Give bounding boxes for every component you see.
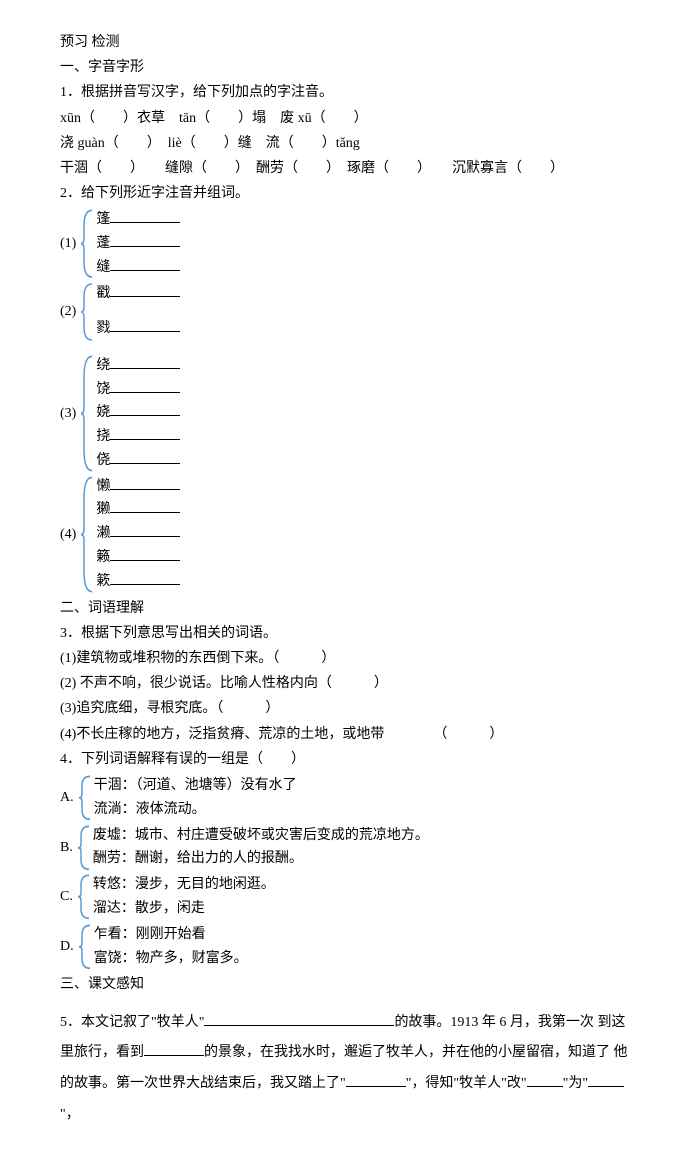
q2-intro: 2．给下列形近字注音并组词。 [60,181,635,206]
char-label: 籁 [96,550,110,565]
char-label: 懒 [96,479,110,494]
bracket-icon [77,873,91,921]
fill-blank[interactable] [110,355,180,369]
char-label: 戮 [96,321,110,336]
group1-items: 篷 蓬 缝 [94,208,182,279]
q4-optD: D. 乍看：刚刚开始看 富饶：物产多，财富多。 [60,923,635,971]
char-label: 饶 [96,382,110,397]
char-label: 濑 [96,526,110,541]
q4D-label: D. [60,923,78,971]
q2-group3: (3) 绕 饶 娆 挠 侥 [60,354,635,473]
fill-blank[interactable] [346,1073,406,1087]
q2-group4: (4) 懒 獭 濑 籁 簌 [60,475,635,594]
option-text: 流淌：液体流动。 [92,798,299,822]
fill-blank[interactable] [110,499,180,513]
q4B-items: 废墟：城市、村庄遭受破坏或灾害后变成的荒凉地方。 酬劳：酬谢，给出力的人的报酬。 [91,824,431,872]
fill-blank[interactable] [110,233,180,247]
option-text: 溜达：散步，闲走 [91,897,277,921]
option-text: 废墟：城市、村庄遭受破坏或灾害后变成的荒凉地方。 [91,824,431,848]
bracket-icon [80,282,94,342]
fill-blank[interactable] [204,1012,394,1026]
q2-group2: (2) 戳 戮 [60,282,635,342]
fill-blank[interactable] [110,426,180,440]
char-label: 娆 [96,405,110,420]
q2-group1: (1) 篷 蓬 缝 [60,208,635,279]
q4C-label: C. [60,873,77,921]
group2-label: (2) [60,282,80,342]
fill-blank[interactable] [110,257,180,271]
q4-optB: B. 废墟：城市、村庄遭受破坏或灾害后变成的荒凉地方。 酬劳：酬谢，给出力的人的… [60,824,635,872]
option-text: 酬劳：酬谢，给出力的人的报酬。 [91,847,431,871]
fill-blank[interactable] [110,547,180,561]
q4C-items: 转悠：漫步，无目的地闲逛。 溜达：散步，闲走 [91,873,277,921]
bracket-icon [77,824,91,872]
page-title: 预习 检测 [60,30,635,55]
q3-1: (1)建筑物或堆积物的东西倒下来。（ ） [60,646,635,671]
q4-optC: C. 转悠：漫步，无目的地闲逛。 溜达：散步，闲走 [60,873,635,921]
section3-heading: 三、课文感知 [60,972,635,997]
q3-4: (4)不长庄稼的地方，泛指贫瘠、荒凉的土地，或地带 （ ） [60,722,635,747]
q1-line3: 干涸（ ） 缝隙（ ） 酬劳（ ） 琢磨（ ） 沉默寡言（ ） [60,156,635,181]
fill-blank[interactable] [588,1073,624,1087]
fill-blank[interactable] [110,318,180,332]
q5-text: 5．本文记叙了"牧羊人" [60,1015,204,1030]
group4-label: (4) [60,475,80,594]
q5-text: ， [66,1107,80,1122]
char-label: 獭 [96,502,110,517]
q1-line1: xūn（ ）衣草 tān（ ）塌 废 xū（ ） [60,106,635,131]
char-label: 缝 [96,260,110,275]
fill-blank[interactable] [110,476,180,490]
q1-line2: 浇 guàn（ ） liè（ ）缝 流（ ）tǎng [60,131,635,156]
q4-intro: 4．下列词语解释有误的一组是（ ） [60,747,635,772]
fill-blank[interactable] [144,1042,204,1056]
q3-3: (3)追究底细，寻根究底。（ ） [60,696,635,721]
fill-blank[interactable] [110,209,180,223]
q4A-label: A. [60,774,78,822]
q4-optA: A. 干涸：（河道、池塘等）没有水了 流淌：液体流动。 [60,774,635,822]
q5-text: 为 [568,1076,582,1091]
q5-text: 的故事。1913 年 6 月，我第一次 [394,1015,594,1030]
group4-items: 懒 獭 濑 籁 簌 [94,475,182,594]
char-label: 侥 [96,453,110,468]
fill-blank[interactable] [110,283,180,297]
fill-blank[interactable] [110,402,180,416]
group1-label: (1) [60,208,80,279]
q5-paragraph: 5．本文记叙了"牧羊人"的故事。1913 年 6 月，我第一次 到这里旅行，看到… [60,1008,635,1131]
q5-text: ，得知"牧羊人"改 [411,1076,520,1091]
fill-blank[interactable] [110,523,180,537]
option-text: 转悠：漫步，无目的地闲逛。 [91,873,277,897]
fill-blank[interactable] [110,450,180,464]
bracket-icon [78,774,92,822]
option-text: 乍看：刚刚开始看 [92,923,250,947]
option-text: 干涸：（河道、池塘等）没有水了 [92,774,299,798]
q3-2: (2) 不声不响，很少说话。比喻人性格内向（ ） [60,671,635,696]
bracket-icon [80,475,94,594]
group3-items: 绕 饶 娆 挠 侥 [94,354,182,473]
bracket-icon [80,208,94,279]
char-label: 绕 [96,358,110,373]
group2-items: 戳 戮 [94,282,182,342]
bracket-icon [78,923,92,971]
char-label: 蓬 [96,236,110,251]
q3-intro: 3．根据下列意思写出相关的词语。 [60,621,635,646]
fill-blank[interactable] [527,1073,563,1087]
q5-text: 的景象，在我找水时，邂逅了牧羊人，并在他的小屋留宿，知道了 [204,1045,610,1060]
bracket-icon [80,354,94,473]
section2-heading: 二、词语理解 [60,596,635,621]
char-label: 簌 [96,574,110,589]
q4A-items: 干涸：（河道、池塘等）没有水了 流淌：液体流动。 [92,774,299,822]
char-label: 挠 [96,429,110,444]
char-label: 戳 [96,286,110,301]
q4B-label: B. [60,824,77,872]
q1-intro: 1．根据拼音写汉字，给下列加点的字注音。 [60,80,635,105]
section1-heading: 一、字音字形 [60,55,635,80]
q4D-items: 乍看：刚刚开始看 富饶：物产多，财富多。 [92,923,250,971]
char-label: 篷 [96,212,110,227]
fill-blank[interactable] [110,571,180,585]
option-text: 富饶：物产多，财富多。 [92,947,250,971]
fill-blank[interactable] [110,379,180,393]
group3-label: (3) [60,354,80,473]
